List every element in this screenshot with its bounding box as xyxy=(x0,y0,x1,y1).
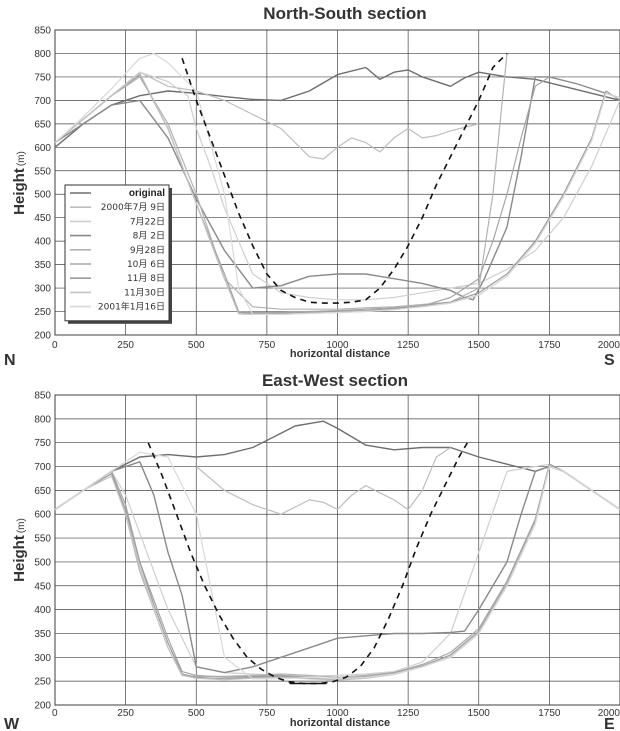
series-line-2 xyxy=(54,71,620,301)
x-tick-label: 0 xyxy=(52,708,58,719)
y-tick-label: 250 xyxy=(34,677,51,688)
y-tick-label: 800 xyxy=(34,414,51,425)
y-tick-label: 500 xyxy=(34,557,51,568)
y-tick-label: 650 xyxy=(34,119,51,130)
y-tick-label: 450 xyxy=(34,213,51,224)
y-tick-label: 300 xyxy=(34,284,51,295)
y-tick-label: 600 xyxy=(34,143,51,154)
y-tick-labels: 200 250 300 350 400 450 500 550 600 650 700 750 800 8… xyxy=(34,391,51,712)
x-tick-label: 1250 xyxy=(397,708,420,719)
legend-entry: 11月30日 xyxy=(124,287,165,298)
chart-title: East-West section xyxy=(262,371,408,390)
y-tick-label: 600 xyxy=(34,510,51,521)
x-tick-label: 1000 xyxy=(326,708,349,719)
y-tick-label: 750 xyxy=(34,438,51,449)
legend-entry: 9月28日 xyxy=(130,245,165,256)
x-tick-label: 250 xyxy=(117,708,134,719)
legend-entry: 2001年1月16日 xyxy=(98,301,165,313)
series-line-8 xyxy=(54,52,620,315)
legend-entry: 11月 8日 xyxy=(127,273,165,284)
y-tick-label: 750 xyxy=(34,72,51,83)
legend-entry: 7月22日 xyxy=(130,216,165,227)
legend: original 2000年7月 9日 7月22日 8月 2日 9月28日 10月 6日 1… xyxy=(64,184,172,324)
x-tick-label: 750 xyxy=(259,708,276,719)
chart-east-west: East-West section 200 250 300 350 400 450 500 5… xyxy=(4,371,620,731)
x-tick-label: 1500 xyxy=(468,340,491,351)
x-tick-labels: 0 250 500 750 1000 1250 1500 1750 2000 xyxy=(52,340,620,351)
y-axis-label: Height(m) xyxy=(11,151,28,215)
series-line-8 xyxy=(54,451,620,680)
start-direction-label: N xyxy=(4,352,16,369)
y-tick-label: 400 xyxy=(34,237,51,248)
y-tick-label: 200 xyxy=(34,331,51,342)
y-tick-label: 700 xyxy=(34,96,51,107)
series-line-dashed xyxy=(181,52,508,304)
x-tick-label: 0 xyxy=(52,340,58,351)
x-tick-labels: 0 250 500 750 1000 1250 1500 1750 2000 xyxy=(52,708,620,719)
x-tick-label: 1000 xyxy=(326,340,349,351)
y-tick-label: 700 xyxy=(34,462,51,473)
series-line-3 xyxy=(54,76,620,301)
x-tick-label: 1750 xyxy=(538,340,561,351)
y-tick-label: 550 xyxy=(34,166,51,177)
y-tick-label: 800 xyxy=(34,49,51,60)
y-tick-label: 450 xyxy=(34,581,51,592)
x-tick-label: 750 xyxy=(259,340,276,351)
y-tick-label: 200 xyxy=(34,701,51,712)
legend-entry: original xyxy=(129,188,165,199)
series-line-1 xyxy=(195,447,451,515)
y-tick-label: 550 xyxy=(34,534,51,545)
y-tick-label: 850 xyxy=(34,26,51,37)
series-lines xyxy=(54,52,620,315)
x-tick-label: 1250 xyxy=(397,340,420,351)
series-line-1 xyxy=(54,71,479,160)
series-lines xyxy=(54,420,620,685)
x-tick-label: 250 xyxy=(117,340,134,351)
end-direction-label: S xyxy=(604,352,615,369)
x-tick-label: 2000 xyxy=(598,340,620,351)
y-tick-label: 850 xyxy=(34,391,51,402)
x-axis-label: horizontal distance xyxy=(290,348,390,360)
series-line-2 xyxy=(54,463,620,678)
series-line-0 xyxy=(54,66,620,148)
legend-entry: 2000年7月 9日 xyxy=(101,201,165,213)
series-line-3 xyxy=(54,461,620,674)
legend-entry: 8月 2日 xyxy=(133,231,165,242)
y-tick-label: 400 xyxy=(34,605,51,616)
y-tick-label: 300 xyxy=(34,653,51,664)
y-tick-labels: 200 250 300 350 400 450 500 550 600 650 700 750 800 8… xyxy=(34,26,51,342)
chart-title: North-South section xyxy=(263,4,426,23)
x-tick-label: 1500 xyxy=(468,708,491,719)
x-tick-label: 1750 xyxy=(538,708,561,719)
y-axis-label: Height(m) xyxy=(11,518,28,582)
start-direction-label: W xyxy=(4,716,20,731)
series-line-4 xyxy=(54,53,508,310)
x-axis-label: horizontal distance xyxy=(290,717,390,729)
x-tick-label: 2000 xyxy=(598,708,620,719)
x-tick-label: 500 xyxy=(188,340,205,351)
legend-entry: 10月 6日 xyxy=(127,259,165,270)
y-tick-label: 250 xyxy=(34,307,51,318)
chart-north-south: North-South section 200 250 300 350 400 450 50… xyxy=(4,4,620,369)
y-tick-label: 350 xyxy=(34,629,51,640)
end-direction-label: E xyxy=(604,716,615,731)
y-tick-label: 500 xyxy=(34,190,51,201)
y-tick-label: 650 xyxy=(34,486,51,497)
x-tick-label: 500 xyxy=(188,708,205,719)
y-tick-label: 350 xyxy=(34,260,51,271)
